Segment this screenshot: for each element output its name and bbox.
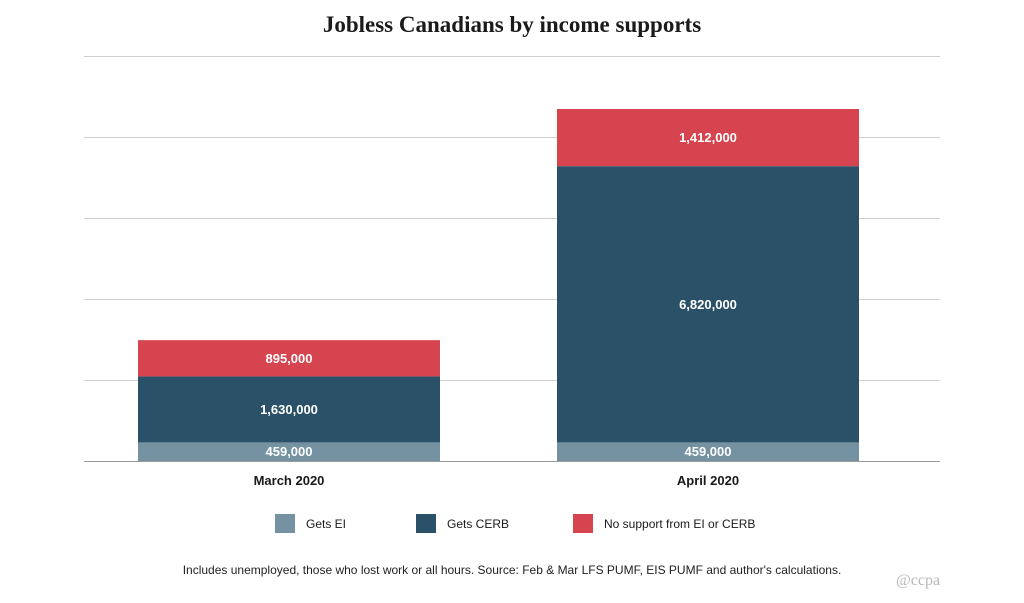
bar-segment-gets-ei [557,442,859,461]
bar-segment-gets-ei [138,442,440,461]
bar-segment-no-support-from-ei-or-cerb [138,340,440,377]
ccpa-credit: @ccpa [896,572,941,589]
data-label: 1,412,000 [679,130,737,145]
bar-segment-gets-cerb [138,376,440,443]
source-note: Includes unemployed, those who lost work… [182,563,842,577]
legend-label: Gets EI [306,517,346,531]
category-label: March 2020 [254,473,325,488]
legend-swatch [416,514,436,533]
data-label: 459,000 [685,444,732,459]
legend-label: Gets CERB [447,517,509,531]
data-label: 895,000 [266,351,313,366]
legend-swatch [573,514,593,533]
stacked-bar-chart: 459,000 1,630,000 895,000 March 2020 459,000… [84,56,940,533]
legend-swatch [275,514,295,533]
data-label: 459,000 [266,444,313,459]
bar-segment-gets-cerb [557,166,859,443]
legend-label: No support from EI or CERB [604,517,755,531]
data-label: 1,630,000 [260,402,318,417]
bar-segment-no-support-from-ei-or-cerb [557,109,859,167]
data-label: 6,820,000 [679,297,737,312]
category-label: April 2020 [677,473,739,488]
chart-title: Jobless Canadians by income supports [322,12,702,37]
